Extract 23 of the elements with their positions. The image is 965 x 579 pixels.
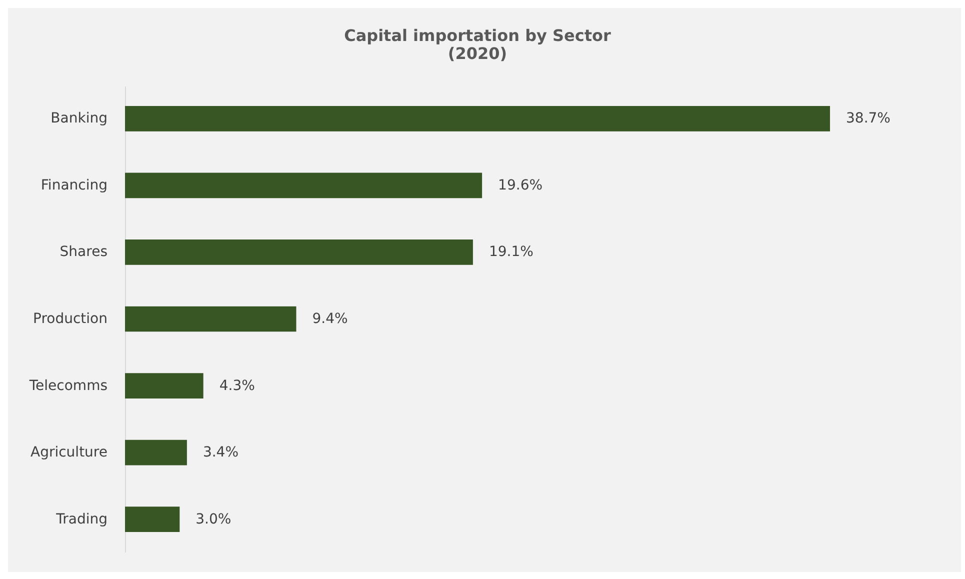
data-label: 4.3%: [219, 378, 255, 394]
data-label: 9.4%: [312, 311, 348, 327]
bar: [125, 373, 204, 398]
bar: [125, 306, 296, 332]
bar: [125, 440, 187, 466]
y-tick-label: Financing: [40, 177, 108, 194]
y-tick-label: Telecomms: [28, 378, 108, 394]
bar: [125, 240, 473, 265]
y-tick-label: Shares: [60, 244, 108, 260]
chart-subtitle: (2020): [448, 44, 508, 63]
data-label: 19.6%: [498, 177, 543, 194]
y-tick-label: Trading: [55, 511, 108, 528]
data-label: 38.7%: [846, 110, 890, 127]
y-tick-label: Production: [33, 311, 108, 327]
chart-title: Capital importation by Sector: [344, 26, 612, 45]
data-label: 3.4%: [202, 444, 239, 461]
data-label: 19.1%: [488, 244, 534, 260]
bar: [125, 172, 482, 198]
data-label: 3.0%: [196, 511, 232, 528]
bar: [125, 106, 830, 132]
y-tick-label: Banking: [50, 110, 108, 127]
y-tick-label: Agriculture: [30, 444, 108, 461]
bar: [125, 506, 180, 532]
